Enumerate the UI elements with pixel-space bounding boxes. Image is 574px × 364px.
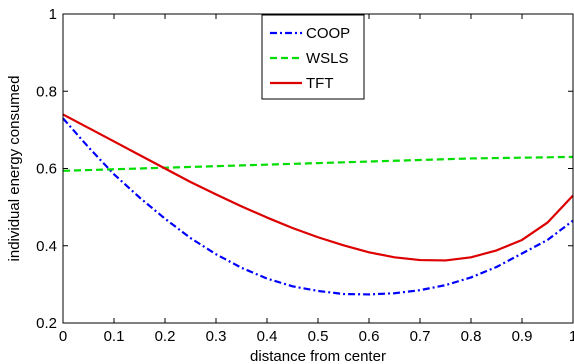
series-layer xyxy=(62,113,574,296)
x-tick-label: 0.5 xyxy=(308,328,329,345)
x-tick-label: 0.9 xyxy=(512,328,533,345)
y-tick-label: 0.2 xyxy=(36,315,57,332)
legend-item-coop: COOP xyxy=(270,25,350,42)
x-tick-label: 0.1 xyxy=(104,328,125,345)
x-tick-label: 0.3 xyxy=(206,328,227,345)
x-tick-label: 0.4 xyxy=(257,328,278,345)
y-tick-label: 0.6 xyxy=(36,161,57,178)
y-tick-label: 1 xyxy=(49,6,57,23)
y-tick-label: 0.4 xyxy=(36,238,57,255)
series-line-tft xyxy=(62,113,574,262)
y-axis-label: individual energy consumed xyxy=(6,76,23,262)
x-tick-label: 0.2 xyxy=(155,328,176,345)
x-tick-label: 0.8 xyxy=(461,328,482,345)
legend-item-tft: TFT xyxy=(270,75,334,92)
x-axis-label: distance from center xyxy=(250,348,386,364)
tick-labels-layer: 0 0.1 0.2 0.3 0.4 0.5 0.6 0.7 0.8 0.9 1 0.2 0.4 0.6 0.… xyxy=(36,6,574,345)
legend-item-wsls: WSLS xyxy=(270,50,349,67)
x-tick-label: 0 xyxy=(59,328,67,345)
legend-label-wsls: WSLS xyxy=(306,50,349,67)
legend: COOP WSLS TFT xyxy=(261,14,365,100)
legend-label-tft: TFT xyxy=(306,75,334,92)
legend-box xyxy=(261,14,365,100)
legend-items: COOP WSLS TFT xyxy=(270,25,350,92)
y-tick-label: 0.8 xyxy=(36,83,57,100)
x-tick-label: 0.7 xyxy=(410,328,431,345)
legend-label-coop: COOP xyxy=(306,25,350,42)
x-tick-label: 0.6 xyxy=(359,328,380,345)
series-line-coop xyxy=(62,117,574,296)
x-tick-label: 1 xyxy=(569,328,574,345)
series-line-wsls xyxy=(62,155,574,172)
